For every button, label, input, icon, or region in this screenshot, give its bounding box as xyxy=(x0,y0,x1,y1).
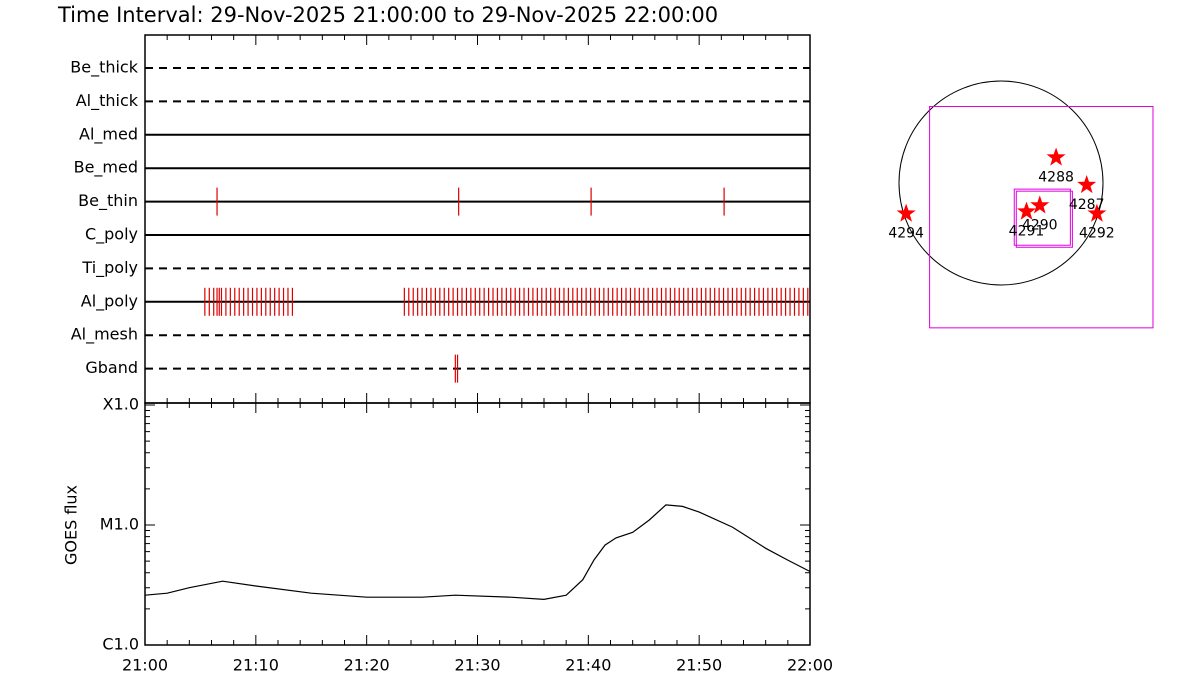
active-region xyxy=(1046,147,1066,166)
y-axis-label: GOES flux xyxy=(62,485,81,565)
row-label: Al_thick xyxy=(76,91,139,111)
row-label: Ti_poly xyxy=(81,258,138,278)
active-region xyxy=(1087,203,1107,222)
x-tick-label: 21:10 xyxy=(233,656,279,675)
row-label: Be_med xyxy=(74,158,138,178)
x-tick-label: 21:20 xyxy=(344,656,390,675)
row-label: Al_poly xyxy=(81,291,138,311)
fov-box xyxy=(929,106,1154,329)
timeline-frame xyxy=(144,34,811,404)
row-label: Be_thin xyxy=(78,191,138,211)
fov-box xyxy=(1013,188,1071,246)
row-label: Al_med xyxy=(79,124,138,144)
chart-title: Time Interval: 29-Nov-2025 21:00:00 to 2… xyxy=(57,3,718,27)
region-label: 4291 xyxy=(1009,224,1045,240)
fov-box xyxy=(1015,190,1073,248)
x-tick-label: 21:30 xyxy=(454,656,500,675)
region-label: 4292 xyxy=(1079,226,1115,242)
x-tick-label: 21:00 xyxy=(122,656,168,675)
region-label: 4288 xyxy=(1038,170,1074,186)
x-tick-label: 21:50 xyxy=(676,656,722,675)
x-tick-label: 21:40 xyxy=(565,656,611,675)
row-label: Al_mesh xyxy=(71,325,138,345)
active-region xyxy=(1017,201,1036,220)
row-label: C_poly xyxy=(85,225,138,245)
goes-curve xyxy=(144,504,811,601)
x-tick-label: 22:00 xyxy=(787,656,833,675)
region-label: 4294 xyxy=(888,226,924,242)
active-region xyxy=(896,203,916,222)
y-tick-label: X1.0 xyxy=(103,395,139,414)
row-label: Gband xyxy=(85,358,138,377)
active-region xyxy=(1077,175,1097,194)
goes-frame xyxy=(144,402,811,646)
active-region xyxy=(1030,195,1050,214)
row-label: Be_thick xyxy=(70,58,138,78)
region-label: 4290 xyxy=(1022,217,1058,233)
y-tick-label: M1.0 xyxy=(100,515,139,534)
y-tick-label: C1.0 xyxy=(102,635,139,654)
solar-limb xyxy=(898,80,1104,286)
